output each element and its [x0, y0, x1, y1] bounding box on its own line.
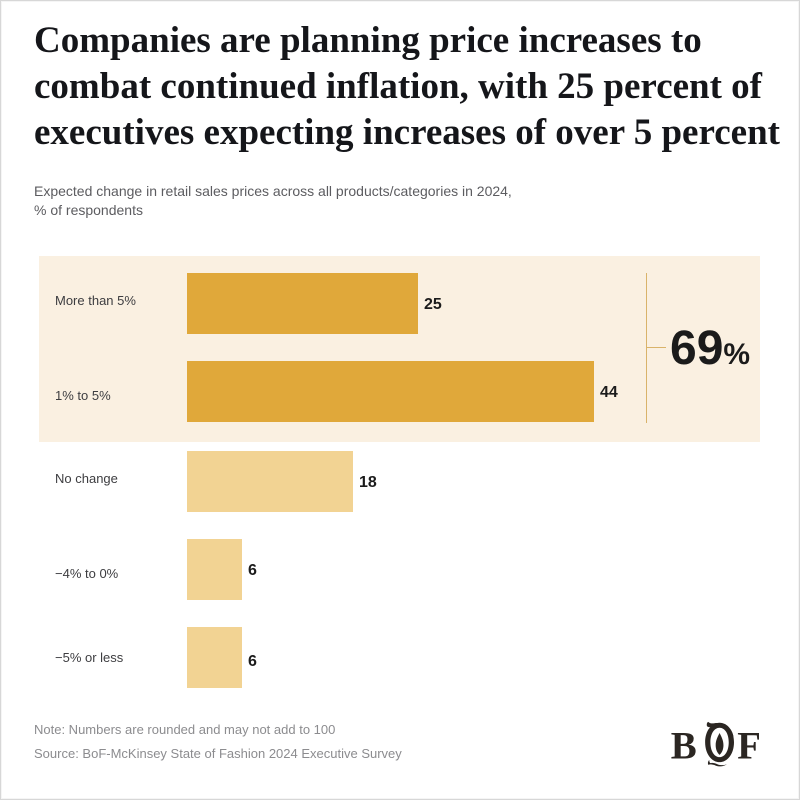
svg-text:F: F	[737, 724, 759, 767]
svg-text:B: B	[671, 724, 697, 767]
